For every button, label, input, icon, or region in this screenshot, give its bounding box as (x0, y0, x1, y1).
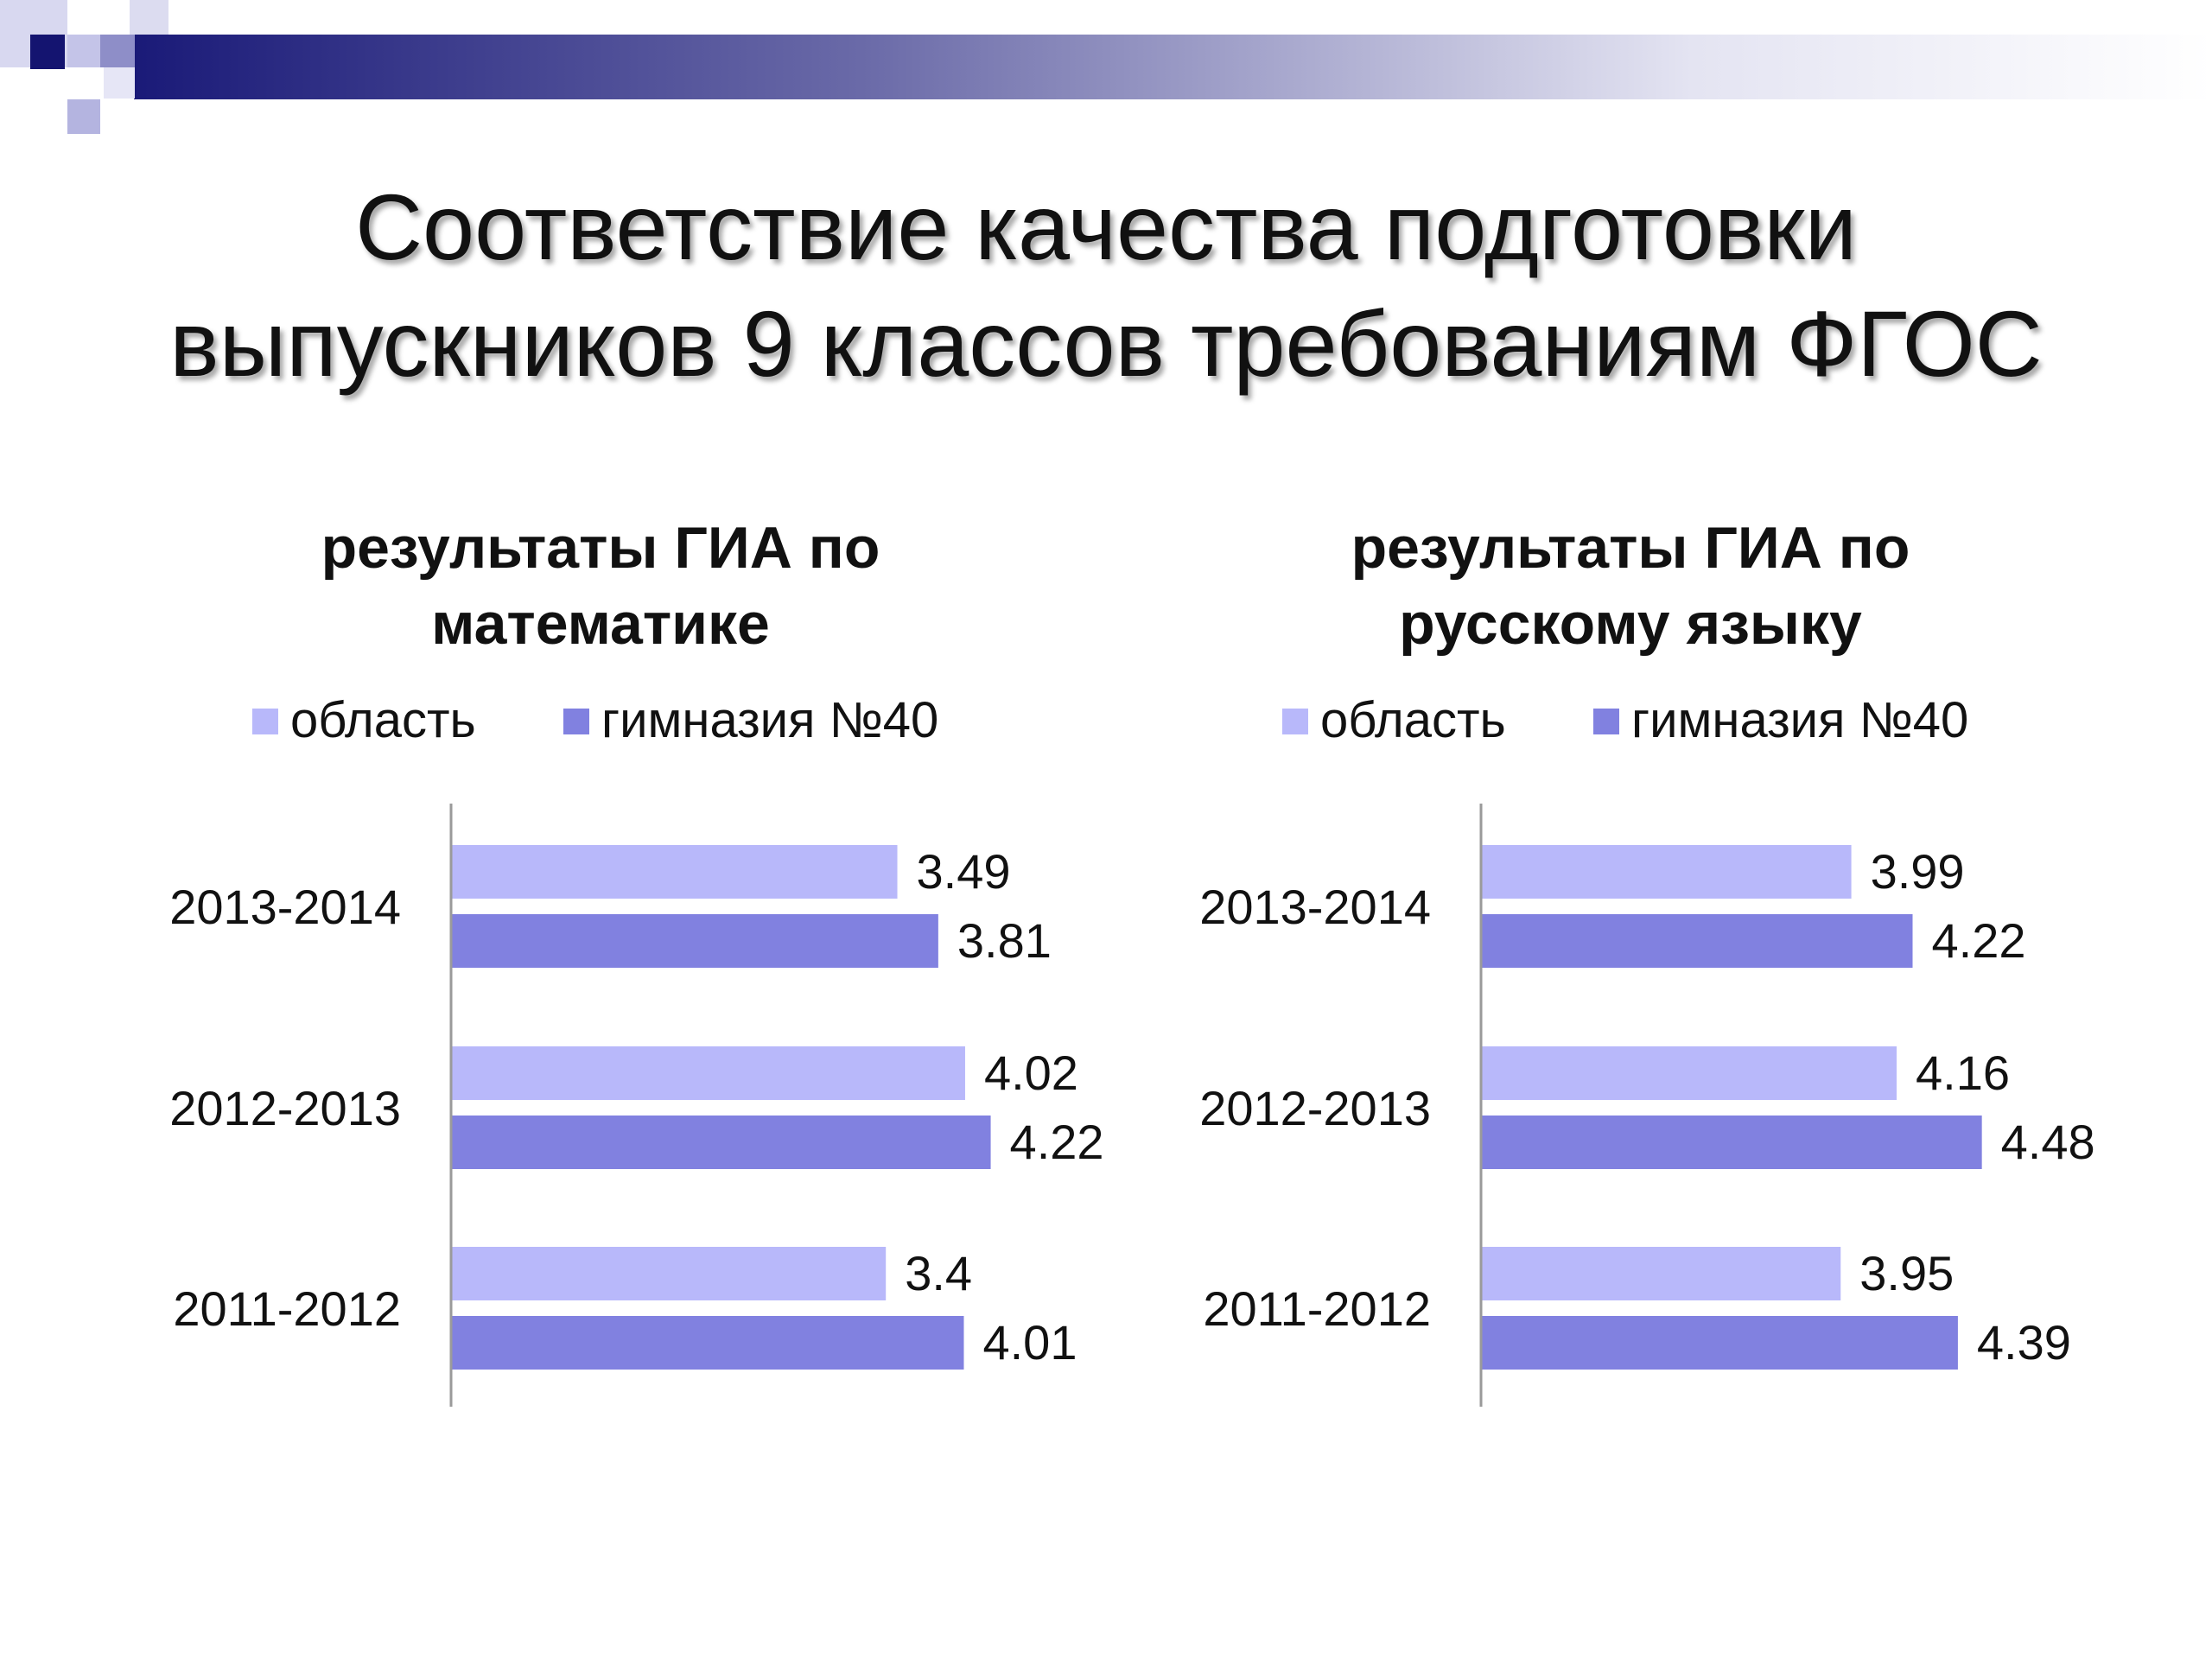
bar (451, 1046, 965, 1100)
bar (1481, 914, 1913, 968)
data-label: 4.16 (1916, 1046, 2010, 1100)
data-label: 4.22 (1932, 913, 2026, 968)
chart-title: результаты ГИА по русскому языку (1116, 510, 2145, 662)
chart-plot: область гимназия №40 3.99 4.22 2013-2014 4.16… (1199, 692, 2095, 1407)
chart-plot: область гимназия №40 3.49 3.81 2013-2014 4.02… (169, 692, 1104, 1407)
category-label: 2012-2013 (169, 1081, 401, 1135)
deco-square (67, 99, 100, 134)
bar (1481, 845, 1852, 899)
data-label: 3.4 (905, 1246, 972, 1300)
category-label: 2013-2014 (169, 880, 401, 934)
deco-square (104, 67, 135, 99)
deco-square (100, 35, 135, 67)
bar (451, 845, 898, 899)
chart-title-line-2: русскому языку (1399, 591, 1862, 657)
data-label: 3.99 (1871, 844, 1965, 899)
bar (451, 1316, 964, 1370)
data-label: 3.95 (1859, 1246, 1954, 1300)
legend-label: область (1320, 692, 1506, 748)
data-label: 4.48 (2001, 1115, 2095, 1169)
chart-title-line-2: математике (431, 591, 770, 657)
data-label: 4.01 (982, 1315, 1077, 1370)
legend-label: гимназия №40 (1631, 692, 1968, 748)
data-label: 4.02 (984, 1046, 1078, 1100)
bar (451, 914, 938, 968)
category-label: 2011-2012 (1203, 1281, 1431, 1336)
deco-square (67, 35, 100, 67)
deco-square (30, 35, 65, 69)
header-gradient-band (134, 35, 2212, 99)
deco-square (130, 0, 168, 35)
data-label: 3.81 (957, 913, 1052, 968)
bar (451, 1247, 887, 1300)
legend-label: область (290, 692, 476, 748)
legend-swatch (252, 709, 278, 734)
legend-swatch (1282, 709, 1308, 734)
slide-title: Соответствие качества подготовки выпускн… (0, 168, 2212, 402)
header-decoration (0, 0, 2212, 134)
bar (1481, 1247, 1841, 1300)
data-label: 4.22 (1010, 1115, 1104, 1169)
legend-swatch (563, 709, 589, 734)
chart-title-line-1: результаты ГИА по (321, 515, 880, 581)
chart-title: результаты ГИА по математике (86, 510, 1115, 662)
category-label: 2012-2013 (1199, 1081, 1431, 1135)
category-label: 2013-2014 (1199, 880, 1431, 934)
slide-title-line-2: выпускников 9 классов требованиям ФГОС (169, 291, 2043, 396)
category-label: 2011-2012 (173, 1281, 401, 1336)
chart-russian: результаты ГИА по русскому языку область… (1116, 510, 2145, 1426)
bar (451, 1116, 991, 1169)
bar (1481, 1316, 1958, 1370)
chart-title-line-1: результаты ГИА по (1351, 515, 1910, 581)
data-label: 4.39 (1977, 1315, 2071, 1370)
bar (1481, 1046, 1897, 1100)
bar (1481, 1116, 1982, 1169)
chart-math: результаты ГИА по математике область гимн… (86, 510, 1115, 1426)
slide-title-line-1: Соответствие качества подготовки (355, 175, 1857, 279)
legend-swatch (1593, 709, 1619, 734)
legend-label: гимназия №40 (601, 692, 938, 748)
data-label: 3.49 (917, 844, 1011, 899)
